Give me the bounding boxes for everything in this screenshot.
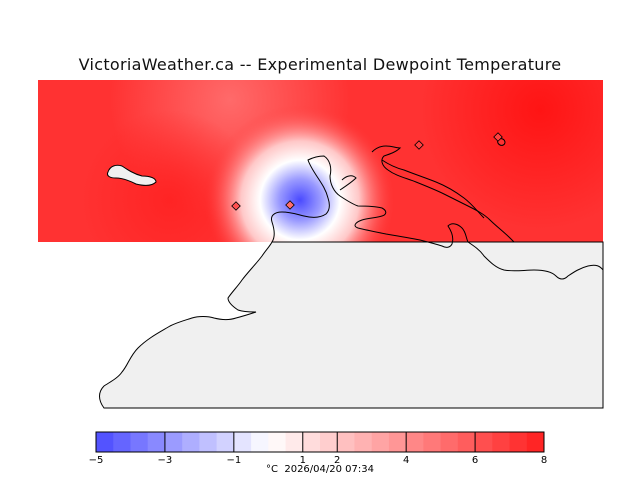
station-center bbox=[285, 200, 295, 210]
colorbar-cell bbox=[233, 432, 252, 452]
dewpoint-field bbox=[38, 80, 603, 242]
colorbar-cell bbox=[251, 432, 269, 452]
colorbar-cell bbox=[509, 432, 528, 452]
coastlines bbox=[107, 138, 604, 280]
colorbar-cell bbox=[440, 432, 459, 452]
colorbar-cell bbox=[475, 432, 493, 452]
colorbar-cell bbox=[371, 432, 390, 452]
colorbar-tick-label: −5 bbox=[89, 455, 104, 466]
colorbar-cell bbox=[457, 432, 476, 452]
colorbar-cell bbox=[199, 432, 218, 452]
colorbar-tick-label: 1 bbox=[300, 455, 306, 466]
colorbar-ticks: −5 −3 −1 1 2 4 6 8 bbox=[89, 432, 547, 466]
coastline-saanich-arm bbox=[371, 145, 515, 243]
colorbar-tick-label: −1 bbox=[226, 455, 241, 466]
colorbar-cell bbox=[406, 432, 424, 452]
colorbar-cell bbox=[354, 432, 373, 452]
unit-label: °C bbox=[266, 464, 278, 475]
station-east bbox=[493, 132, 503, 142]
station-north bbox=[414, 140, 424, 150]
colorbar-tick-label: 8 bbox=[541, 455, 547, 466]
colorbar-cell bbox=[337, 432, 355, 452]
colorbar-cell bbox=[320, 432, 338, 452]
colorbar-cell bbox=[216, 432, 235, 452]
coastline-south-shore bbox=[271, 155, 604, 280]
coastline-saanich-inner bbox=[381, 159, 485, 219]
timestamp: 2026/04/20 07:34 bbox=[284, 464, 374, 475]
coastline-peninsula-inlet bbox=[339, 175, 357, 191]
colorbar-cell bbox=[147, 432, 166, 452]
colorbar-cell bbox=[96, 432, 114, 452]
weather-stations bbox=[231, 132, 503, 211]
colorbar-cell bbox=[285, 432, 304, 452]
land-mass bbox=[99, 241, 604, 409]
colorbar-cell bbox=[526, 432, 545, 452]
colorbar-cell bbox=[182, 432, 200, 452]
colorbar-caption: °C 2026/04/20 07:34 bbox=[0, 464, 640, 475]
colorbar-tick-label: −3 bbox=[158, 455, 173, 466]
colorbar-cell bbox=[388, 432, 407, 452]
colorbar-cell bbox=[423, 432, 442, 452]
colorbar-cells bbox=[96, 432, 545, 452]
colorbar-cell bbox=[130, 432, 149, 452]
colorbar-tick-label: 6 bbox=[472, 455, 478, 466]
colorbar-cell bbox=[268, 432, 287, 452]
colorbar-tick-label: 2 bbox=[334, 455, 340, 466]
colorbar-cell bbox=[302, 432, 321, 452]
island-west-outline bbox=[107, 164, 157, 186]
chart-title: VictoriaWeather.ca -- Experimental Dewpo… bbox=[78, 55, 562, 74]
field-cold-spot bbox=[38, 80, 603, 242]
colorbar-cell bbox=[113, 432, 131, 452]
islet-east-outline bbox=[497, 138, 506, 146]
colorbar-cell bbox=[492, 432, 511, 452]
station-west bbox=[231, 201, 241, 211]
colorbar-tick-label: 4 bbox=[403, 455, 409, 466]
colorbar-cell bbox=[164, 432, 183, 452]
